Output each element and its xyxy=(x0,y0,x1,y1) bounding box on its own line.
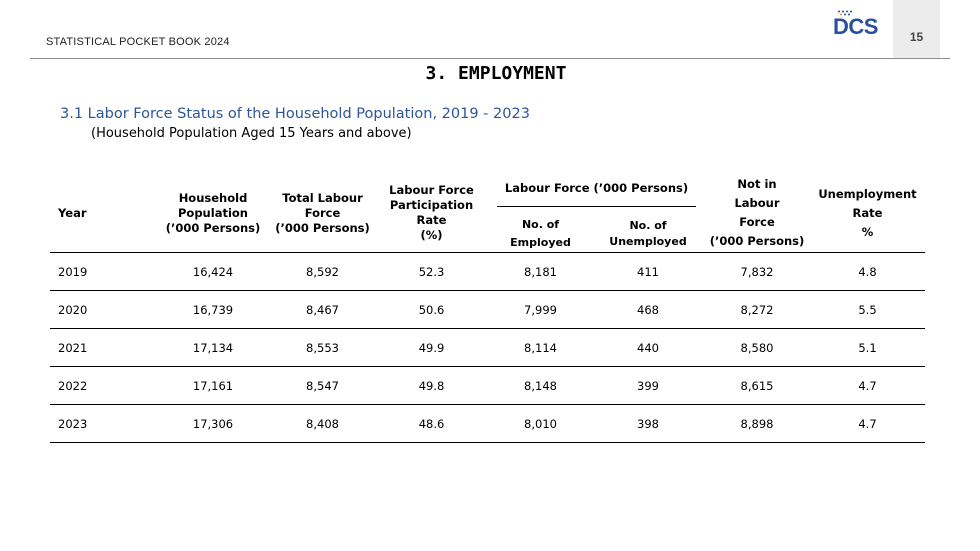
cell-participation-rate: 49.9 xyxy=(374,328,489,367)
header-line: Household xyxy=(178,190,248,205)
header-line: Employed xyxy=(510,236,571,249)
cell-employed: 7,999 xyxy=(489,290,592,329)
cell-total-labour-force: 8,547 xyxy=(271,366,374,405)
cell-unemployment-rate: 5.5 xyxy=(810,290,925,329)
cell-unemployed: 468 xyxy=(592,290,704,329)
header-line: Unemployed xyxy=(609,235,687,248)
header-line: Force xyxy=(304,205,341,220)
header-household-population: Household Population (’000 Persons) xyxy=(155,174,271,253)
section-subtitle: (Household Population Aged 15 Years and … xyxy=(91,126,412,141)
cell-household-population: 16,739 xyxy=(155,290,271,329)
cell-not-in-labour-force: 7,832 xyxy=(704,252,810,291)
cell-unemployed: 411 xyxy=(592,252,704,291)
book-title: STATISTICAL POCKET BOOK 2024 xyxy=(46,36,230,48)
cell-participation-rate: 50.6 xyxy=(374,290,489,329)
cell-year: 2019 xyxy=(50,252,155,291)
cell-unemployment-rate: 4.7 xyxy=(810,366,925,405)
header-labour-force-group: Labour Force (’000 Persons) xyxy=(489,174,704,214)
header-line: No. of xyxy=(521,218,560,231)
header-employed: No. of Employed xyxy=(489,214,592,253)
cell-unemployment-rate: 4.7 xyxy=(810,404,925,443)
cell-total-labour-force: 8,553 xyxy=(271,328,374,367)
cell-total-labour-force: 8,467 xyxy=(271,290,374,329)
header-year: Year xyxy=(50,174,155,253)
cell-household-population: 17,134 xyxy=(155,328,271,367)
cell-not-in-labour-force: 8,898 xyxy=(704,404,810,443)
header-line: (’000 Persons) xyxy=(275,220,370,235)
table-row: 2020 16,739 8,467 50.6 7,999 468 8,272 5.5 xyxy=(50,290,925,329)
header-group-label: Labour Force (’000 Persons) xyxy=(497,181,696,207)
cell-not-in-labour-force: 8,580 xyxy=(704,328,810,367)
cell-unemployment-rate: 5.1 xyxy=(810,328,925,367)
header-line: Rate xyxy=(852,205,883,220)
header-line: Force xyxy=(739,215,775,229)
page-number-box: 15 xyxy=(893,0,940,58)
cell-employed: 8,010 xyxy=(489,404,592,443)
section-title: 3.1 Labor Force Status of the Household … xyxy=(60,106,530,122)
logo-text: DCS xyxy=(833,14,878,39)
table-row: 2023 17,306 8,408 48.6 8,010 398 8,898 4.7 xyxy=(50,404,925,443)
page-number: 15 xyxy=(909,30,924,44)
header-line: Population xyxy=(178,205,248,220)
header-line: Not in xyxy=(737,177,777,191)
header-line: Participation xyxy=(389,198,474,212)
cell-household-population: 17,161 xyxy=(155,366,271,405)
cell-participation-rate: 48.6 xyxy=(374,404,489,443)
header-line: No. of xyxy=(629,219,667,232)
header-divider xyxy=(30,58,950,59)
header-participation-rate: Labour Force Participation Rate (%) xyxy=(374,174,489,253)
cell-year: 2022 xyxy=(50,366,155,405)
header-total-labour-force: Total Labour Force (’000 Persons) xyxy=(271,174,374,253)
header-line: (’000 Persons) xyxy=(709,234,805,248)
cell-unemployed: 440 xyxy=(592,328,704,367)
header-unemployment-rate: Unemployment Rate % xyxy=(810,174,925,253)
table-row: 2019 16,424 8,592 52.3 8,181 411 7,832 4.8 xyxy=(50,252,925,291)
cell-employed: 8,114 xyxy=(489,328,592,367)
header-line: Labour Force xyxy=(389,183,474,197)
header-unemployed: No. of Unemployed xyxy=(592,214,704,253)
header-line: Unemployment xyxy=(818,186,917,201)
table-row: 2022 17,161 8,547 49.8 8,148 399 8,615 4.7 xyxy=(50,366,925,405)
cell-household-population: 16,424 xyxy=(155,252,271,291)
cell-employed: 8,181 xyxy=(489,252,592,291)
labor-force-table: Year Household Population (’000 Persons)… xyxy=(50,174,925,443)
cell-participation-rate: 52.3 xyxy=(374,252,489,291)
table-body: 2019 16,424 8,592 52.3 8,181 411 7,832 4.8 2020 1… xyxy=(50,252,925,443)
header-line: (’000 Persons) xyxy=(165,220,261,235)
cell-participation-rate: 49.8 xyxy=(374,366,489,405)
cell-employed: 8,148 xyxy=(489,366,592,405)
cell-unemployment-rate: 4.8 xyxy=(810,252,925,291)
header-line: (%) xyxy=(420,228,443,242)
table-row: 2021 17,134 8,553 49.9 8,114 440 8,580 5.1 xyxy=(50,328,925,367)
cell-unemployed: 399 xyxy=(592,366,704,405)
cell-year: 2020 xyxy=(50,290,155,329)
header-not-in-labour-force: Not in Labour Force (’000 Persons) xyxy=(704,174,810,253)
cell-household-population: 17,306 xyxy=(155,404,271,443)
cell-not-in-labour-force: 8,272 xyxy=(704,290,810,329)
cell-year: 2023 xyxy=(50,404,155,443)
dcs-logo: DCS xyxy=(833,10,879,39)
cell-total-labour-force: 8,592 xyxy=(271,252,374,291)
cell-not-in-labour-force: 8,615 xyxy=(704,366,810,405)
header-line: Total Labour xyxy=(282,190,363,205)
cell-unemployed: 398 xyxy=(592,404,704,443)
header-line: % xyxy=(861,224,874,239)
header-line: Rate xyxy=(416,213,447,227)
chapter-title: 3. EMPLOYMENT xyxy=(425,63,567,84)
cell-total-labour-force: 8,408 xyxy=(271,404,374,443)
logo-dots-icon xyxy=(838,10,852,16)
cell-year: 2021 xyxy=(50,328,155,367)
header-line: Labour xyxy=(734,196,780,210)
